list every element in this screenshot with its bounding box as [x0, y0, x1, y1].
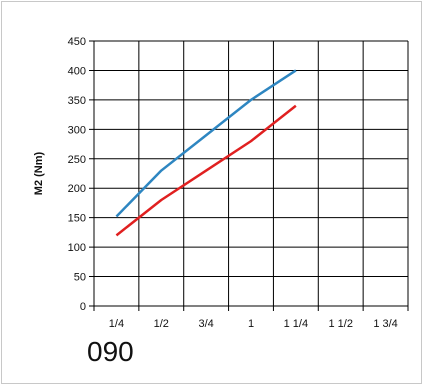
- series-line-2: [115, 104, 297, 237]
- x-tick-label: 1 1/4: [284, 318, 308, 330]
- y-tick-label: 50: [74, 272, 86, 284]
- chart-series: [115, 69, 297, 237]
- x-tick-label: 1/2: [154, 318, 169, 330]
- x-tick-label: 1: [248, 318, 254, 330]
- x-tick-label: 1 3/4: [373, 318, 397, 330]
- y-tick-labels: 0 50 100 150 200 250 300 350 400 450: [68, 36, 86, 313]
- y-tick-label: 300: [68, 124, 86, 136]
- y-tick-label: 450: [68, 36, 86, 48]
- torque-chart: 0 50 100 150 200 250 300 350 400 450 1/4 1/2 3/4 1 1 …: [33, 36, 409, 330]
- x-tick-labels: 1/4 1/2 3/4 1 1 1/4 1 1/2 1 3/4: [109, 318, 398, 330]
- chart-grid: [89, 40, 409, 311]
- y-tick-label: 0: [80, 301, 86, 313]
- x-tick-label: 1 1/2: [328, 318, 352, 330]
- y-tick-label: 250: [68, 154, 86, 166]
- y-tick-label: 400: [68, 65, 86, 77]
- x-tick-label: 3/4: [198, 318, 213, 330]
- model-label: 090: [87, 336, 134, 367]
- y-tick-label: 350: [68, 95, 86, 107]
- x-tick-label: 1/4: [109, 318, 124, 330]
- series-line-1: [115, 69, 297, 218]
- y-tick-label: 200: [68, 183, 86, 195]
- y-tick-label: 100: [68, 242, 86, 254]
- y-axis-label: M2 (Nm): [33, 151, 45, 195]
- y-tick-label: 150: [68, 213, 86, 225]
